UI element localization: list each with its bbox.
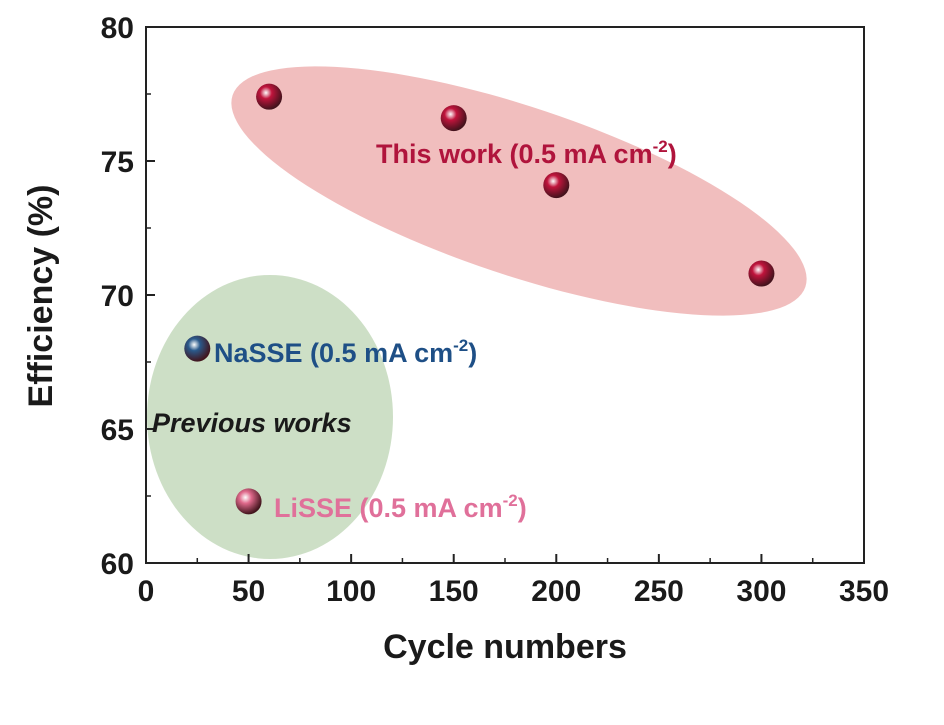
x-tick-label: 350 bbox=[839, 575, 889, 608]
data-points bbox=[184, 83, 775, 515]
lisse-annotation: LiSSE (0.5 mA cm-2) bbox=[274, 491, 527, 523]
nasse-annotation-close: ) bbox=[468, 338, 477, 368]
lisse-annotation-text: LiSSE (0.5 mA cm bbox=[274, 493, 503, 523]
data-point bbox=[184, 335, 211, 362]
nasse-annotation: NaSSE (0.5 mA cm-2) bbox=[214, 336, 477, 368]
y-tick-label: 65 bbox=[101, 414, 134, 447]
data-point bbox=[235, 488, 262, 515]
data-point bbox=[440, 105, 467, 132]
this-work-annotation-close: ) bbox=[668, 139, 677, 169]
x-tick-label: 300 bbox=[736, 575, 786, 608]
this-work-annotation: This work (0.5 mA cm-2) bbox=[376, 137, 677, 169]
y-axis-label: Efficiency (%) bbox=[22, 185, 60, 408]
lisse-annotation-close: ) bbox=[518, 493, 527, 523]
y-tick-label: 70 bbox=[101, 280, 134, 313]
x-tick-label: 100 bbox=[326, 575, 376, 608]
lisse-annotation-sup: -2 bbox=[503, 491, 518, 510]
this-work-annotation-text: This work (0.5 mA cm bbox=[376, 139, 653, 169]
this-work-region bbox=[231, 66, 807, 316]
nasse-annotation-text: NaSSE (0.5 mA cm bbox=[214, 338, 453, 368]
x-tick-label: 50 bbox=[232, 575, 265, 608]
this-work-annotation-sup: -2 bbox=[653, 137, 668, 156]
previous-works-annotation: Previous works bbox=[152, 408, 352, 438]
x-axis-ticks: 0 50 100 150 200 250 300 350 bbox=[138, 554, 889, 608]
x-axis-label: Cycle numbers bbox=[383, 628, 627, 666]
x-tick-label: 200 bbox=[531, 575, 581, 608]
data-point bbox=[748, 260, 775, 287]
x-tick-label: 0 bbox=[138, 575, 155, 608]
y-tick-label: 60 bbox=[101, 548, 134, 581]
data-point bbox=[256, 83, 283, 110]
y-tick-label: 75 bbox=[101, 146, 134, 179]
x-tick-label: 150 bbox=[429, 575, 479, 608]
data-point bbox=[543, 172, 570, 199]
nasse-annotation-sup: -2 bbox=[453, 336, 468, 355]
x-tick-label: 250 bbox=[634, 575, 684, 608]
y-tick-label: 80 bbox=[101, 12, 134, 45]
y-axis-ticks: 60 65 70 75 80 bbox=[101, 12, 155, 581]
